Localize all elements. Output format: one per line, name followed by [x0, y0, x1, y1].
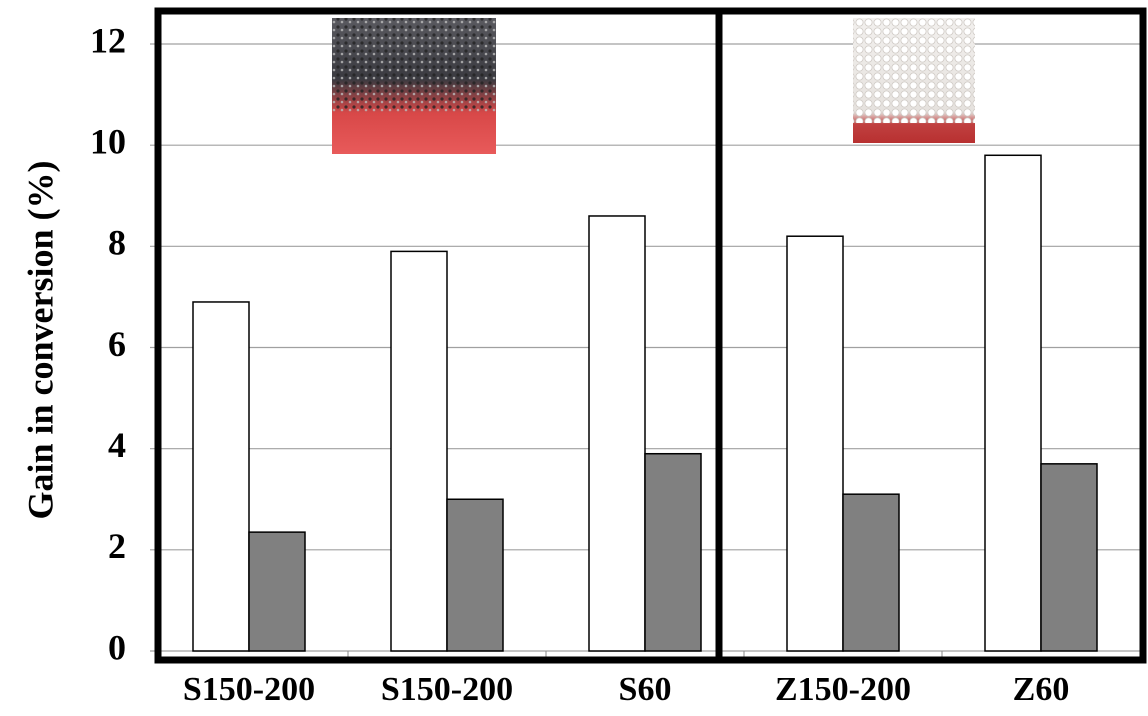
bar	[447, 499, 503, 651]
x-tick-label: Z150-200	[775, 671, 911, 708]
y-tick-label: 2	[108, 526, 126, 566]
x-tick-label: S150-200	[183, 671, 315, 708]
bar	[589, 216, 645, 651]
y-tick-label: 6	[108, 324, 126, 364]
photo-steel	[332, 18, 496, 154]
y-tick-label: 4	[108, 425, 126, 465]
bar	[787, 236, 843, 651]
bar	[645, 454, 701, 651]
bar	[1041, 464, 1097, 651]
page: {"chart_data": {"type": "bar", "y_label"…	[0, 0, 1148, 716]
y-tick-label: 0	[108, 627, 126, 667]
bar	[985, 155, 1041, 651]
photo-zirconia	[853, 18, 975, 143]
x-tick-label: S60	[619, 671, 672, 708]
bar	[249, 532, 305, 651]
x-tick-label: Z60	[1013, 671, 1070, 708]
chart: Gain in conversion (%) 0 2 4 6 8 10 12 S150-200…	[0, 0, 1148, 716]
bar	[391, 251, 447, 651]
bar	[193, 302, 249, 651]
y-tick-label: 12	[90, 20, 126, 60]
plot-area: 0 2 4 6 8 10 12 S150-200 S150-200 S60 Z150-200 Z60	[90, 20, 1140, 708]
y-tick-label: 8	[108, 223, 126, 263]
x-tick-label: S150-200	[381, 671, 513, 708]
bar	[843, 494, 899, 651]
y-axis-label: Gain in conversion (%)	[20, 160, 60, 519]
y-tick-label: 10	[90, 121, 126, 161]
